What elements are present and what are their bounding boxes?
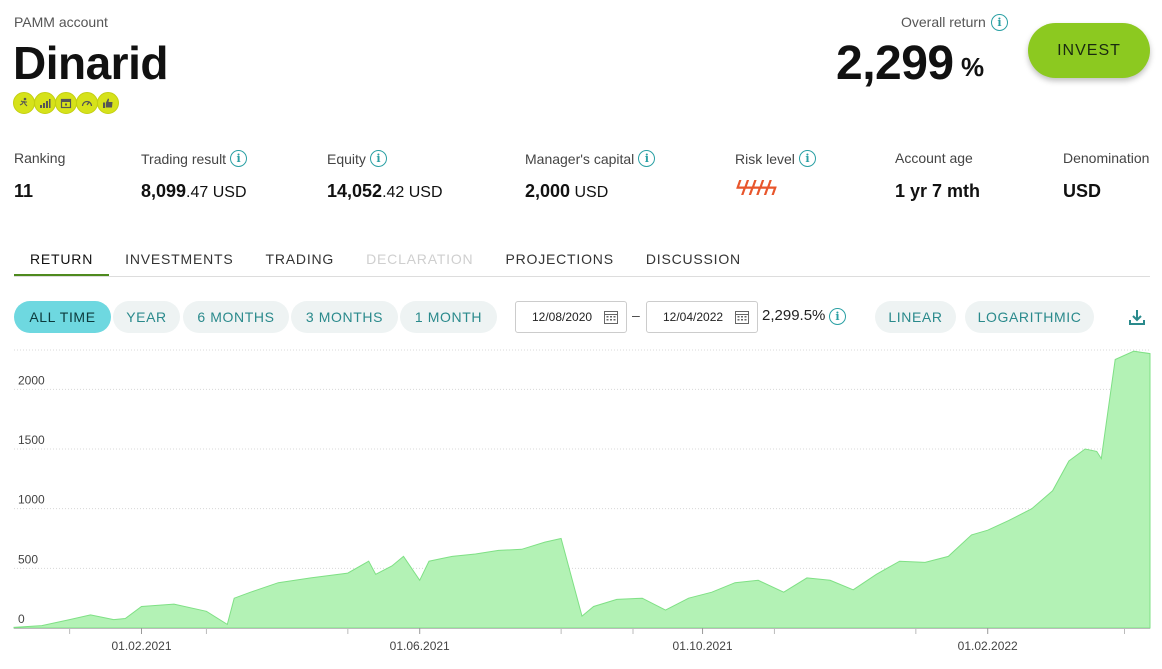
equity-value: 14,052.42 USD [327, 181, 443, 202]
x-tick-label: 01.02.2021 [111, 639, 171, 653]
info-icon[interactable]: i [638, 150, 656, 167]
date-to-value: 12/04/2022 [663, 310, 724, 324]
return-chart: 0 500 1000 1500 2000 01.02.2021 01.06.2021 01.1… [13, 349, 1151, 653]
range-return-value: 2,299.5% [762, 307, 826, 324]
managers-capital-label: Manager's capital i [525, 150, 656, 167]
period-year-button[interactable]: YEAR [113, 301, 180, 333]
overall-return-unit: % [961, 52, 985, 82]
trading-result-label: Trading result i [141, 150, 248, 167]
bars-badge-icon[interactable] [34, 92, 56, 114]
account-age-value: 1 yr 7 mth [895, 181, 981, 201]
y-tick-label: 1000 [18, 493, 45, 507]
risk-level-lightning-icons: ϟϟϟϟϟ [736, 178, 777, 200]
calendar-icon[interactable] [735, 310, 749, 324]
equity-label-text: Equity [327, 150, 366, 167]
account-age-label: Account age [895, 150, 973, 166]
tab-trading[interactable]: TRADING [265, 251, 335, 267]
managers-capital-minor: USD [570, 184, 609, 201]
thumbs-up-badge-icon[interactable] [97, 92, 119, 114]
tab-projections[interactable]: PROJECTIONS [505, 251, 614, 267]
tab-investments[interactable]: INVESTMENTS [125, 251, 234, 267]
account-age-label-text: Account age [895, 150, 973, 166]
info-icon[interactable]: i [991, 14, 1008, 31]
period-1-month-button[interactable]: 1 MONTH [400, 301, 497, 333]
overall-return-label: Overall return [901, 14, 986, 30]
account-type-label: PAMM account [14, 14, 108, 30]
y-tick-label: 2000 [18, 373, 45, 387]
x-tick-label: 01.06.2021 [390, 639, 450, 653]
ranking-value: 11 [14, 181, 34, 201]
overall-return-value: 2,299 [836, 37, 954, 90]
risk-level-label: Risk level i [735, 150, 816, 167]
period-3-months-button[interactable]: 3 MONTHS [291, 301, 398, 333]
trading-result-major: 8,099 [141, 181, 187, 201]
gauge-badge-icon[interactable] [76, 92, 98, 114]
trading-result-minor: .47 USD [186, 184, 247, 201]
equity-major: 14,052 [327, 181, 383, 201]
ranking-label-text: Ranking [14, 150, 66, 166]
x-tick-label: 01.02.2022 [958, 639, 1018, 653]
date-from-field[interactable]: 12/08/2020 [515, 301, 627, 333]
info-icon[interactable]: i [369, 150, 387, 167]
managers-capital-label-text: Manager's capital [525, 150, 635, 167]
scale-linear-button[interactable]: LINEAR [875, 301, 956, 333]
managers-capital-value: 2,000 USD [525, 181, 608, 202]
equity-label: Equity i [327, 150, 387, 167]
denomination-label-text: Denomination [1063, 150, 1150, 166]
calendar-badge-icon[interactable] [55, 92, 77, 114]
ranking-label: Ranking [14, 150, 65, 166]
runner-badge-icon[interactable] [13, 92, 35, 114]
badge-row [13, 92, 119, 114]
y-tick-label: 1500 [18, 433, 45, 447]
calendar-icon[interactable] [604, 310, 618, 324]
info-icon[interactable]: i [798, 150, 816, 167]
period-all-time-button[interactable]: ALL TIME [14, 301, 111, 333]
info-icon[interactable]: i [829, 308, 846, 325]
period-6-months-button[interactable]: 6 MONTHS [183, 301, 289, 333]
x-tick-label: 01.10.2021 [673, 639, 733, 653]
risk-level-label-text: Risk level [735, 150, 795, 167]
tab-bar: RETURN INVESTMENTS TRADING DECLARATION P… [14, 245, 1150, 277]
invest-button[interactable]: INVEST [1028, 23, 1150, 78]
trading-result-value: 8,099.47 USD [141, 181, 247, 202]
tab-return[interactable]: RETURN [14, 245, 110, 276]
managers-capital-major: 2,000 [525, 181, 571, 201]
trading-result-label-text: Trading result [141, 150, 227, 167]
date-from-value: 12/08/2020 [532, 310, 593, 324]
tab-discussion[interactable]: DISCUSSION [645, 251, 741, 267]
equity-minor: .42 USD [382, 184, 443, 201]
tab-declaration: DECLARATION [366, 251, 474, 267]
date-range-dash: – [632, 307, 640, 323]
y-tick-label: 0 [18, 612, 25, 626]
account-name: Dinarid [13, 37, 168, 89]
denomination-label: Denomination [1063, 150, 1149, 166]
info-icon[interactable]: i [230, 150, 248, 167]
scale-logarithmic-button[interactable]: LOGARITHMIC [965, 301, 1094, 333]
download-icon[interactable] [1127, 307, 1147, 327]
return-area-series [13, 350, 1151, 629]
date-to-field[interactable]: 12/04/2022 [646, 301, 758, 333]
denomination-value: USD [1063, 181, 1102, 201]
y-tick-label: 500 [18, 552, 38, 566]
